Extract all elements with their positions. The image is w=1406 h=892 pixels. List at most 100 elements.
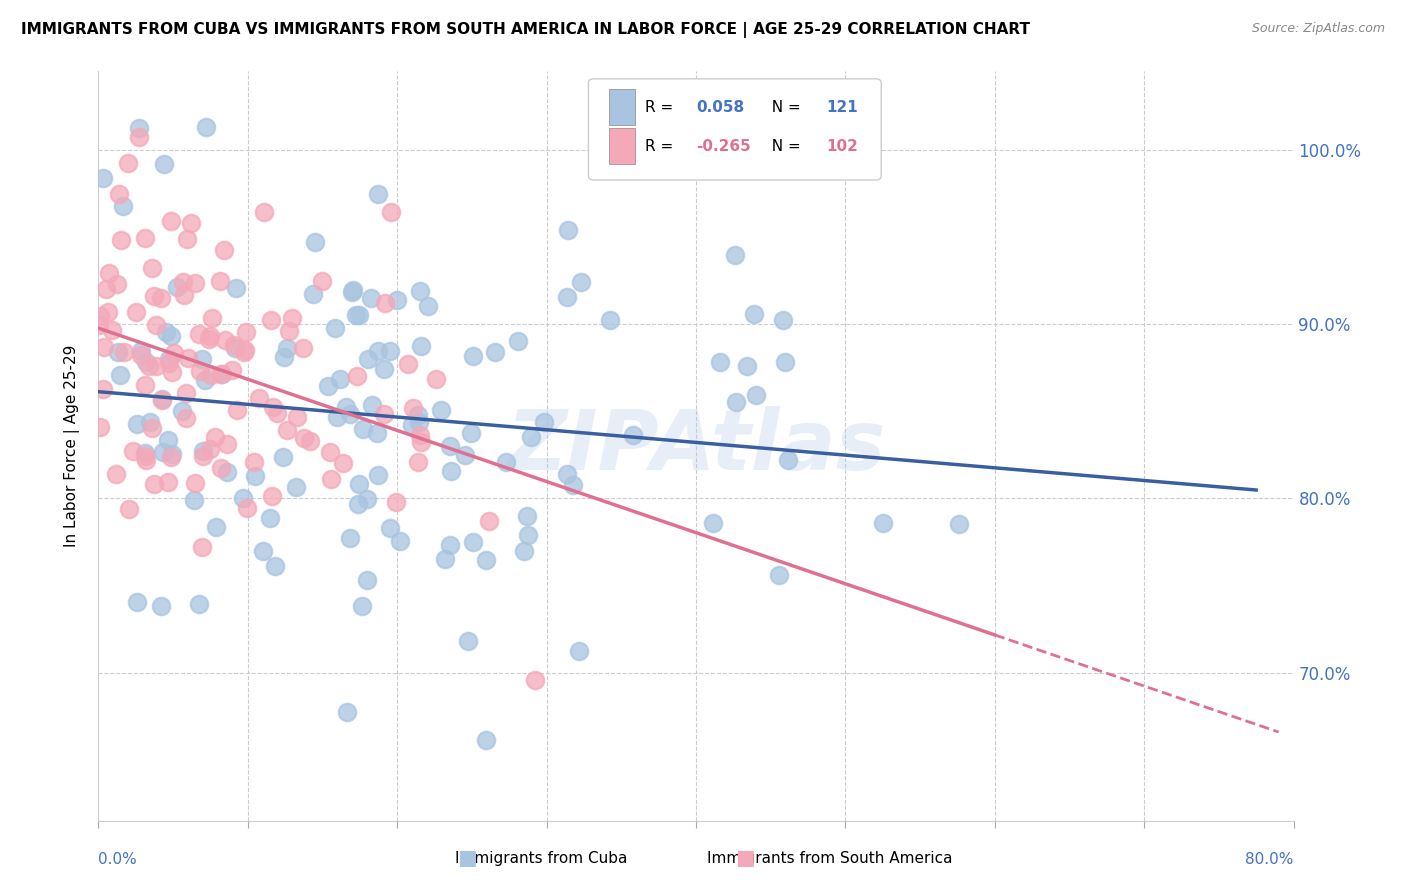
Point [215,437,238,451]
Point [253,205,276,219]
Point [111,199,134,213]
Point [484,345,506,359]
Point [163,345,186,359]
Text: 0.058: 0.058 [696,100,744,115]
Point [742,307,765,321]
Point [517,528,540,542]
Point [366,425,388,440]
Point [408,415,430,429]
Point [157,356,180,370]
Point [439,538,461,552]
Point [143,289,166,303]
Point [533,415,555,429]
Point [101,323,124,337]
Point [454,448,477,462]
Point [778,453,800,467]
Point [568,643,591,657]
Point [107,345,129,359]
Point [285,410,308,425]
Point [89,318,111,333]
Point [222,338,245,352]
Point [233,343,256,357]
Point [98,267,121,281]
Point [157,475,180,489]
Point [344,308,367,322]
Point [89,309,111,323]
Point [159,214,181,228]
Text: 0.0%: 0.0% [98,852,138,867]
Point [273,450,295,465]
Point [259,510,281,524]
Point [276,342,298,356]
Point [356,573,378,587]
Point [135,453,157,467]
Point [225,281,247,295]
Text: Source: ZipAtlas.com: Source: ZipAtlas.com [1251,22,1385,36]
Point [139,415,162,429]
Point [184,276,207,290]
Point [342,283,364,297]
Point [280,311,302,326]
Point [190,540,212,554]
Point [561,478,583,492]
Point [152,444,174,458]
Point [201,310,224,325]
Point [93,340,115,354]
Point [162,447,184,461]
Point [145,318,167,333]
Point [367,343,389,358]
Text: Immigrants from South America: Immigrants from South America [707,851,952,865]
Point [156,434,179,448]
Point [744,388,766,402]
Point [197,332,219,346]
Point [236,500,259,515]
Point [155,325,177,339]
Point [89,420,111,434]
Point [262,400,284,414]
Text: ■: ■ [735,848,755,868]
Point [262,489,284,503]
Point [709,355,731,369]
Point [373,407,395,421]
Point [735,359,758,374]
Point [409,285,432,299]
Point [172,275,194,289]
Point [112,345,135,359]
Point [174,411,197,425]
Point [226,402,249,417]
Point [401,417,423,432]
Point [339,407,361,421]
Point [172,404,194,418]
Point [380,204,402,219]
Point [259,312,281,326]
Point [336,706,359,720]
Point [599,313,621,327]
Text: 102: 102 [827,139,858,153]
Point [173,288,195,302]
Point [292,341,315,355]
Point [266,406,288,420]
Point [385,495,408,509]
Point [388,534,411,549]
Point [194,373,217,387]
Point [276,423,298,437]
Point [772,313,794,327]
Point [159,450,181,464]
Point [135,355,157,369]
Point [128,130,150,145]
Point [387,293,409,307]
Point [105,277,128,291]
Point [433,552,456,566]
Point [125,304,148,318]
Point [273,350,295,364]
Point [409,428,432,442]
Point [108,186,131,201]
Point [174,385,197,400]
Point [350,599,373,614]
Point [204,520,226,534]
Point [319,445,342,459]
Point [311,274,333,288]
Point [166,279,188,293]
Point [134,231,156,245]
Point [329,372,352,386]
